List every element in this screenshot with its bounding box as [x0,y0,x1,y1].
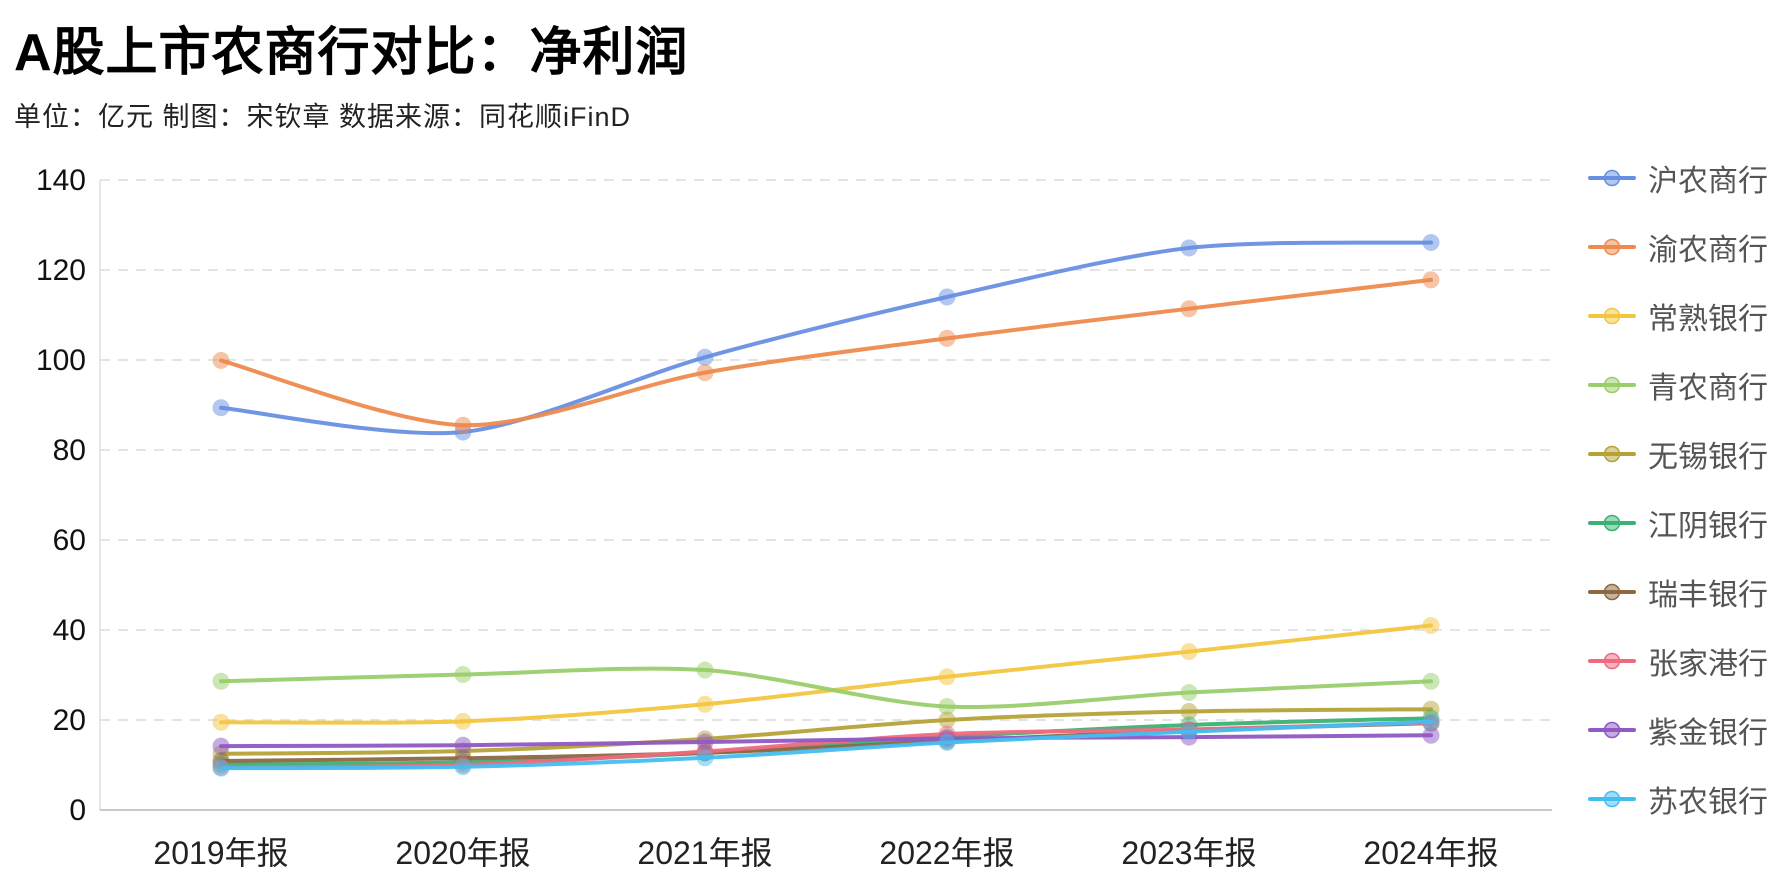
legend-marker-icon [1588,307,1636,325]
data-point-marker [1422,271,1440,289]
x-tick-label: 2022年报 [879,835,1014,871]
legend-item[interactable]: 青农商行 [1588,363,1768,407]
legend-item[interactable]: 江阴银行 [1588,501,1768,545]
data-point-marker [454,712,472,730]
x-axis-labels: 2019年报 2020年报 2021年报 2022年报 2023年报 2024年报 [153,835,1498,871]
data-point-marker [212,713,230,731]
data-point-marker [454,736,472,754]
legend-item[interactable]: 渝农商行 [1588,225,1768,269]
y-tick-label: 0 [69,794,86,827]
data-point-marker [1180,723,1198,741]
y-tick-label: 140 [36,164,86,197]
data-point-marker [1422,672,1440,690]
y-tick-label: 100 [36,344,86,377]
series-line [212,700,1440,763]
legend-item[interactable]: 无锡银行 [1588,432,1768,476]
series-line [212,726,1440,755]
data-point-marker [938,734,956,751]
data-point-marker [1180,300,1198,318]
data-point-marker [696,364,714,382]
legend: 沪农商行渝农商行常熟银行青农商行无锡银行江阴银行瑞丰银行张家港行紫金银行苏农银行 [1588,156,1768,821]
y-tick-label: 20 [53,704,86,737]
data-point-marker [1180,702,1198,720]
data-point-marker [454,416,472,434]
data-point-marker [212,399,230,417]
legend-marker-icon [1588,445,1636,463]
data-point-marker [1422,234,1440,252]
chart-header: A股上市农商行对比：净利润 单位：亿元 制图：宋钦章 数据来源：同花顺iFinD [14,10,689,134]
series-line [212,271,1440,434]
data-point-marker [212,351,230,369]
x-tick-label: 2023年报 [1121,835,1256,871]
legend-marker-icon [1588,169,1636,187]
data-point-marker [696,348,714,366]
chart-area: 0 20 40 60 80 100 120 140 2019年报 2020年报 2021年报 2022… [0,140,1772,886]
legend-item[interactable]: 紫金银行 [1588,708,1768,752]
data-point-marker [1422,713,1440,731]
data-point-marker [938,288,956,306]
legend-marker-icon [1588,790,1636,808]
legend-label: 张家港行 [1648,648,1768,681]
data-point-marker [938,329,956,347]
legend-item[interactable]: 苏农银行 [1588,777,1768,821]
legend-label: 苏农银行 [1648,786,1768,819]
data-point-marker [696,695,714,713]
legend-label: 瑞丰银行 [1648,579,1768,612]
data-point-marker [1180,684,1198,702]
data-point-marker [696,733,714,751]
data-point-marker [212,759,230,777]
data-point-marker [696,661,714,679]
data-point-marker [938,711,956,729]
legend-marker-icon [1588,514,1636,532]
gridlines [100,179,1552,721]
data-point-marker [1422,726,1440,744]
legend-label: 紫金银行 [1648,717,1768,750]
y-tick-label: 120 [36,254,86,287]
legend-label: 江阴银行 [1648,510,1768,543]
series-line [212,234,1440,441]
legend-marker-icon [1588,583,1636,601]
x-tick-label: 2020年报 [395,835,530,871]
legend-label: 青农商行 [1648,372,1768,405]
chart-subtitle: 单位：亿元 制图：宋钦章 数据来源：同花顺iFinD [14,102,632,132]
legend-item[interactable]: 瑞丰银行 [1588,570,1768,614]
data-point-marker [212,672,230,690]
legend-label: 常熟银行 [1648,303,1768,336]
data-point-marker [1180,643,1198,661]
data-point-marker [212,737,230,755]
y-tick-label: 60 [53,524,86,557]
legend-marker-icon [1588,238,1636,256]
axes [99,180,1552,811]
x-tick-label: 2019年报 [153,835,288,871]
data-point-marker [1180,239,1198,257]
legend-marker-icon [1588,652,1636,670]
data-point-marker [938,698,956,715]
data-point-marker [1422,617,1440,634]
series-line [212,661,1440,715]
series-line [212,617,1440,731]
series-line [212,713,1440,777]
y-tick-label: 80 [53,434,86,467]
line-chart: 0 20 40 60 80 100 120 140 2019年报 2020年报 2021年报 2022… [36,164,1552,871]
x-tick-label: 2021年报 [637,835,772,871]
legend-label: 沪农商行 [1648,165,1768,198]
data-point-marker [454,758,472,776]
legend-marker-icon [1588,376,1636,394]
data-point-marker [938,668,956,686]
chart-title: A股上市农商行对比：净利润 [14,24,689,82]
legend-marker-icon [1588,721,1636,739]
legend-label: 渝农商行 [1648,234,1768,267]
y-axis-labels: 0 20 40 60 80 100 120 140 [36,164,86,827]
legend-item[interactable]: 张家港行 [1588,639,1768,683]
y-tick-label: 40 [53,614,86,647]
legend-label: 无锡银行 [1648,441,1768,474]
data-point-marker [696,749,714,767]
legend-item[interactable]: 常熟银行 [1588,294,1768,338]
legend-item[interactable]: 沪农商行 [1588,156,1768,200]
data-point-marker [454,666,472,684]
x-tick-label: 2024年报 [1363,835,1498,871]
